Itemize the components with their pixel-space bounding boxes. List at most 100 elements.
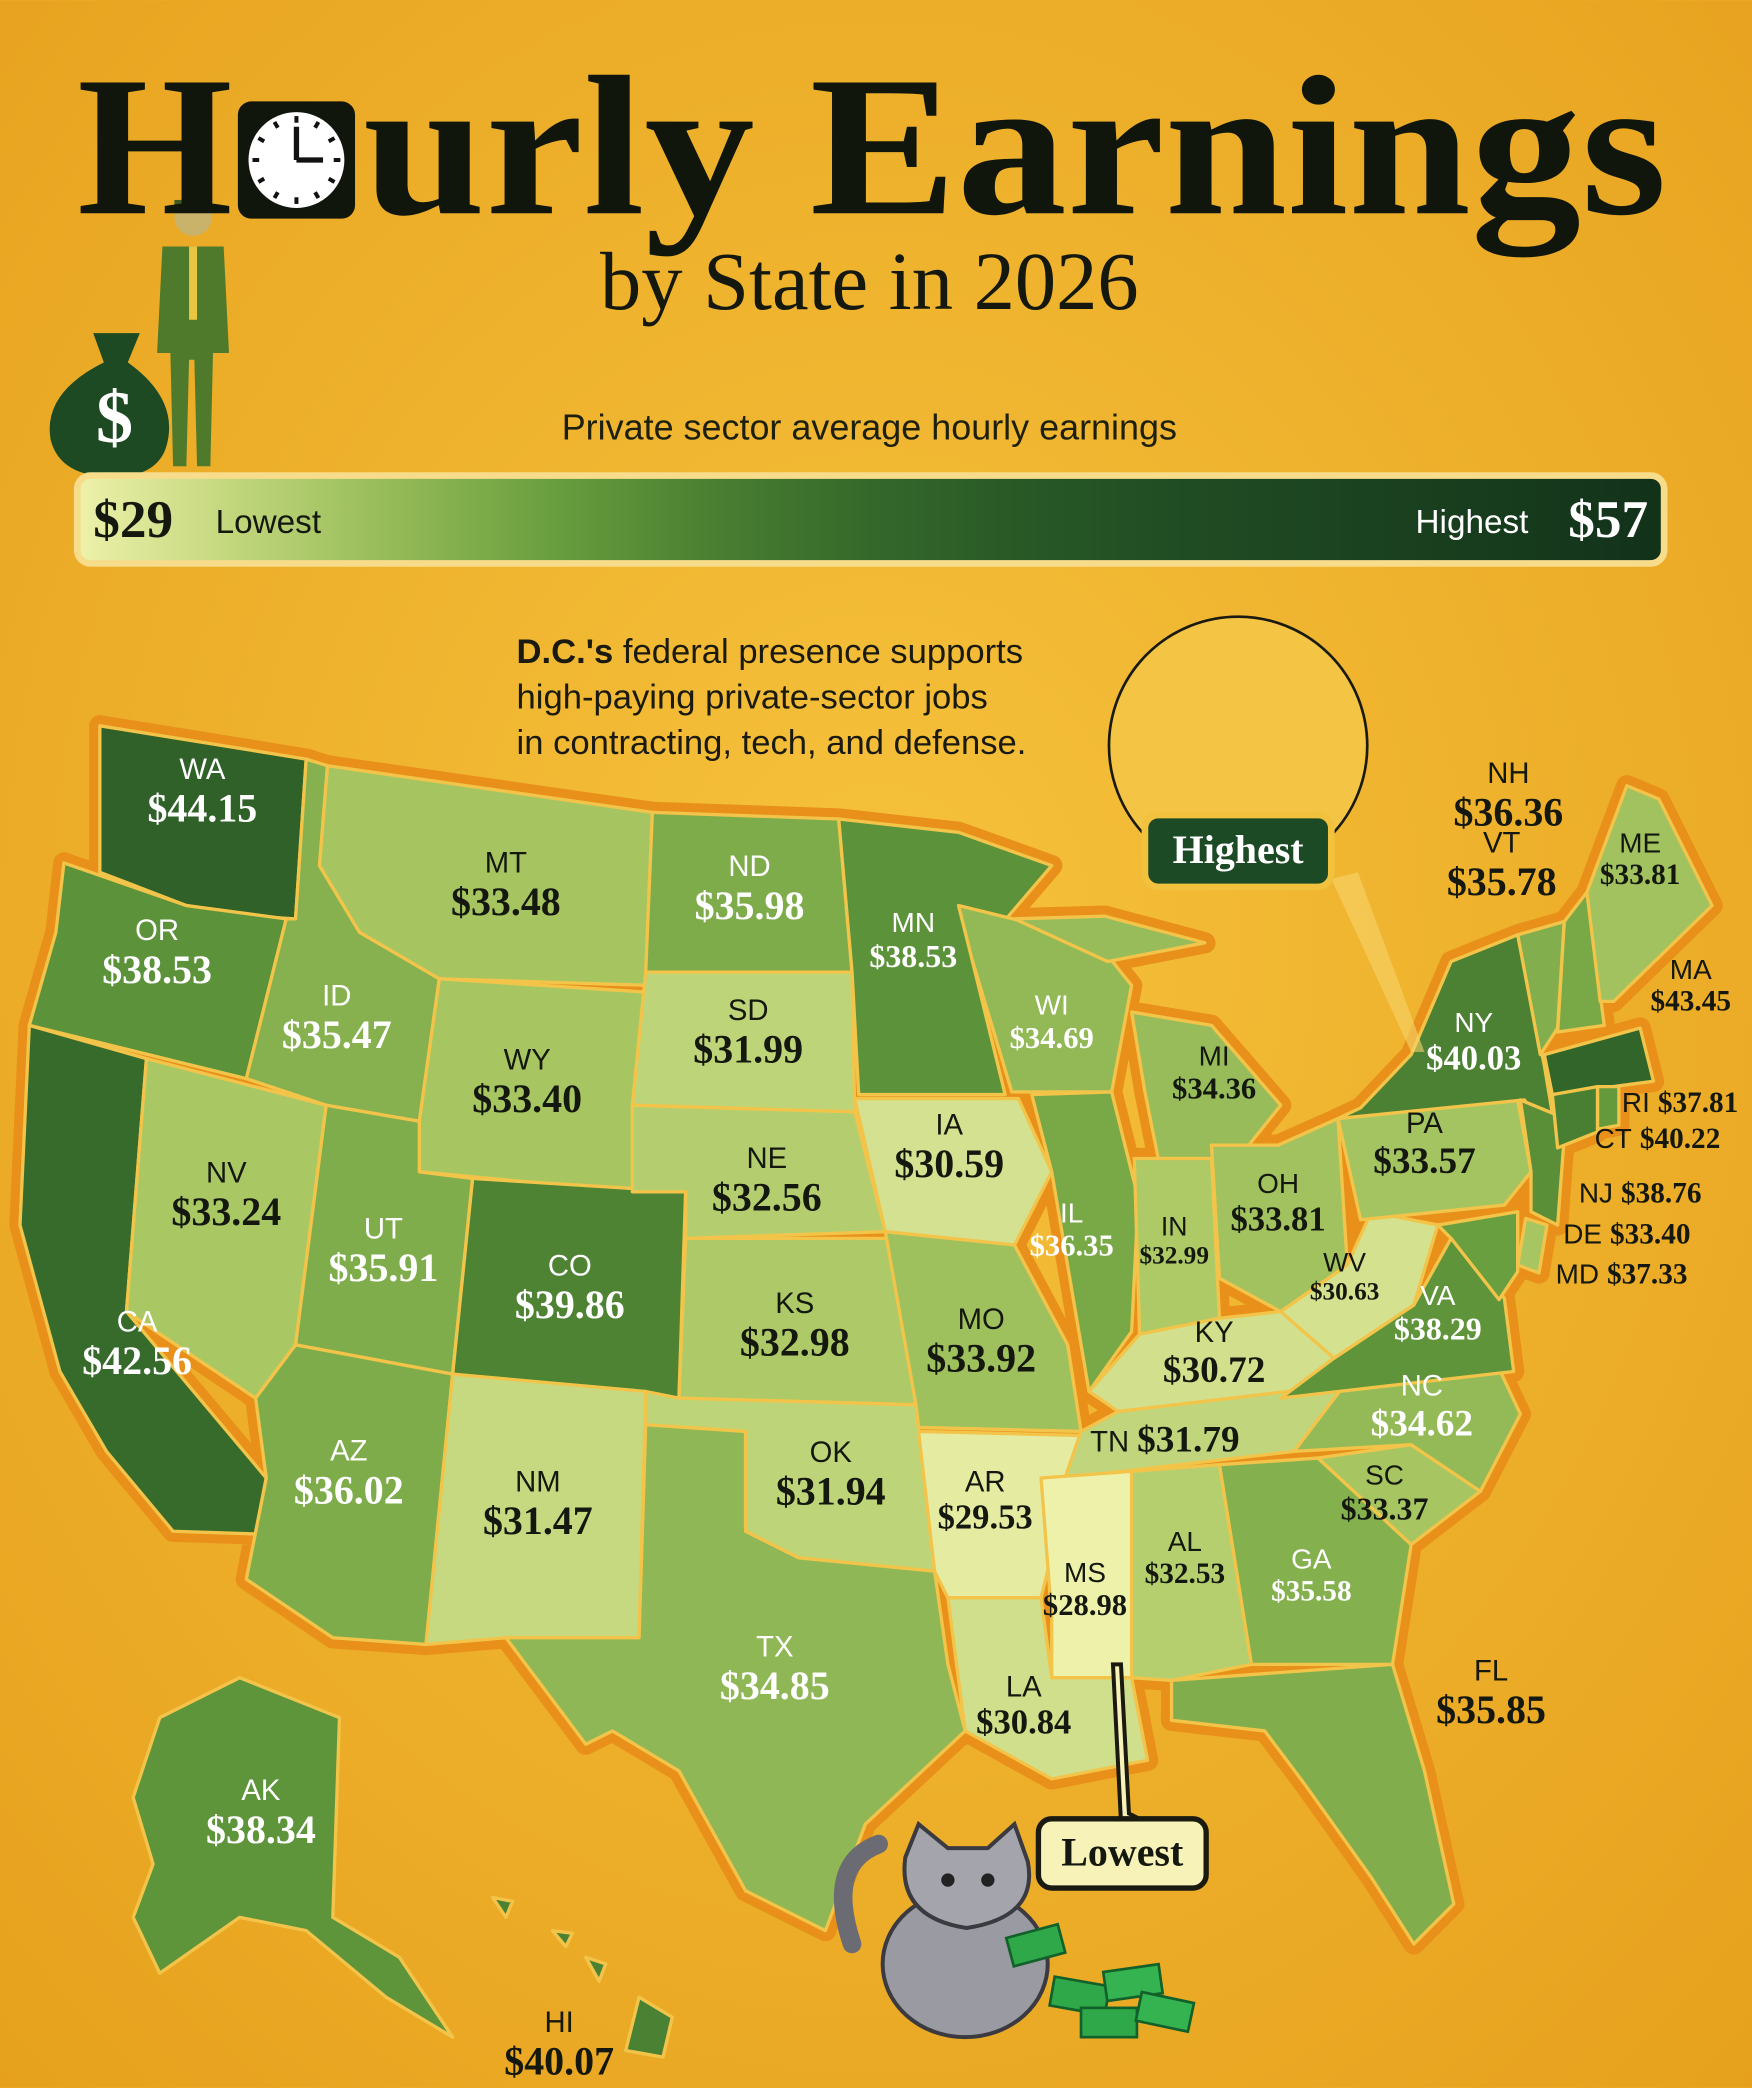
lowest-badge: Lowest: [1035, 1662, 1209, 1891]
state-abbr: WY: [504, 1043, 551, 1076]
state-value: $42.56: [82, 1338, 192, 1383]
state-abbr: CO: [548, 1250, 592, 1283]
state-value: $33.48: [451, 879, 561, 924]
legend-min-text: Lowest: [216, 504, 321, 541]
state-value: $35.58: [1271, 1575, 1351, 1607]
map-labels: WA$44.15OR$38.53CA$42.56NV$33.24ID$35.47…: [82, 623, 1738, 2084]
illustration-person: [157, 198, 229, 467]
state-value: $35.47: [282, 1012, 392, 1057]
state-value: $33.57: [1373, 1141, 1475, 1182]
state-value: $38.34: [206, 1807, 316, 1852]
state-value: $43.45: [1651, 986, 1731, 1018]
state-abbr: OR: [135, 914, 179, 947]
clock-tick: [327, 136, 336, 144]
legend: $29 Lowest $57 Highest: [73, 472, 1668, 567]
state-value: $33.81: [1600, 859, 1680, 891]
state-abbr: WI: [1035, 990, 1069, 1021]
state-abbr: MN: [892, 907, 935, 938]
clock-tick: [257, 176, 266, 184]
annotation-line: high-paying private-sector jobs: [517, 679, 988, 717]
state-region: [853, 1096, 1054, 1247]
legend-max-text: Highest: [1416, 504, 1529, 541]
state-label: CT $40.22: [1595, 1123, 1721, 1155]
state-value: $33.40: [472, 1076, 582, 1121]
state-abbr: MA: [1670, 954, 1712, 985]
state-region: [1039, 1469, 1134, 1680]
state-value: $33.81: [1230, 1200, 1325, 1238]
state-abbr: NY: [1454, 1007, 1493, 1038]
state-value: $31.94: [776, 1469, 886, 1514]
state-label: MD $37.33: [1556, 1259, 1688, 1291]
state-value: $38.76: [1621, 1177, 1701, 1209]
state-value: $30.59: [894, 1141, 1004, 1186]
callout-beam: [1331, 872, 1425, 1052]
state-abbr: TN: [1090, 1425, 1129, 1458]
state-value: $32.56: [712, 1174, 822, 1219]
state-abbr: MD: [1556, 1259, 1599, 1290]
state-abbr: NM: [515, 1465, 561, 1498]
lowest-label: Lowest: [1061, 1829, 1184, 1874]
state-region: [1129, 1463, 1254, 1683]
state-region: [1542, 1026, 1656, 1097]
state-value: $37.33: [1607, 1259, 1687, 1291]
annotation: D.C.'s federal presence supports high-pa…: [517, 633, 1033, 762]
state-abbr: AL: [1168, 1526, 1202, 1557]
state-value: $36.35: [1030, 1229, 1114, 1263]
state-value: $31.99: [693, 1027, 803, 1072]
bag-symbol: $: [96, 377, 133, 459]
state-abbr: AZ: [330, 1435, 367, 1468]
state-abbr: NE: [747, 1142, 788, 1175]
state-abbr: GA: [1291, 1544, 1332, 1575]
state-abbr: NC: [1401, 1369, 1443, 1402]
state-abbr: MO: [958, 1303, 1005, 1336]
state-region: [1436, 1210, 1520, 1302]
state-value: $33.24: [171, 1189, 281, 1234]
state-abbr: ID: [322, 979, 351, 1012]
legend-bar: [73, 472, 1668, 567]
state-value: $29.53: [938, 1499, 1033, 1537]
state-value: $36.02: [294, 1467, 404, 1512]
state-abbr: MS: [1064, 1557, 1106, 1588]
state-value: $30.72: [1163, 1350, 1265, 1391]
state-value: $34.69: [1010, 1021, 1094, 1055]
state-value: $28.98: [1043, 1588, 1127, 1622]
state-value: $31.79: [1137, 1419, 1239, 1460]
clock-tick: [272, 120, 280, 129]
state-region: [1217, 1456, 1413, 1667]
state-region: [1336, 933, 1560, 1147]
clock-tick: [257, 136, 266, 144]
state-abbr: VT: [1483, 826, 1521, 859]
state-abbr: WV: [1323, 1248, 1366, 1278]
title-text: urly Earnings: [363, 36, 1667, 257]
state-abbr: WA: [179, 753, 226, 786]
state-label: TN $31.79: [1090, 1419, 1239, 1460]
subtitle: by State in 2026: [600, 235, 1139, 327]
state-region: [490, 1895, 674, 2059]
state-region: [131, 1676, 455, 2039]
state-abbr: NJ: [1579, 1177, 1613, 1208]
state-label: DE $33.40: [1563, 1219, 1690, 1251]
illustration-cat: [833, 1820, 1196, 2040]
state-value: $32.98: [740, 1320, 850, 1365]
state-label: NJ $38.76: [1579, 1177, 1702, 1209]
state-value: $39.86: [515, 1282, 625, 1327]
state-value: $44.15: [147, 786, 257, 831]
map: [9, 677, 1723, 2059]
state-value: $35.98: [695, 883, 805, 928]
state-region: [837, 817, 1054, 1097]
state-abbr: SC: [1365, 1460, 1404, 1491]
state-region: [1550, 1084, 1600, 1150]
state-value: $31.47: [483, 1498, 593, 1543]
state-abbr: FL: [1474, 1654, 1508, 1687]
legend-title: Private sector average hourly earnings: [562, 407, 1177, 448]
clock-tick: [327, 176, 336, 184]
state-abbr: IA: [935, 1109, 963, 1142]
state-value: $32.53: [1145, 1558, 1225, 1590]
state-value: $37.81: [1658, 1087, 1738, 1119]
annotation-bold: D.C.'s: [517, 633, 614, 671]
state-abbr: CA: [117, 1306, 158, 1339]
state-abbr: UT: [364, 1212, 403, 1245]
state-value: $33.40: [1610, 1219, 1690, 1251]
